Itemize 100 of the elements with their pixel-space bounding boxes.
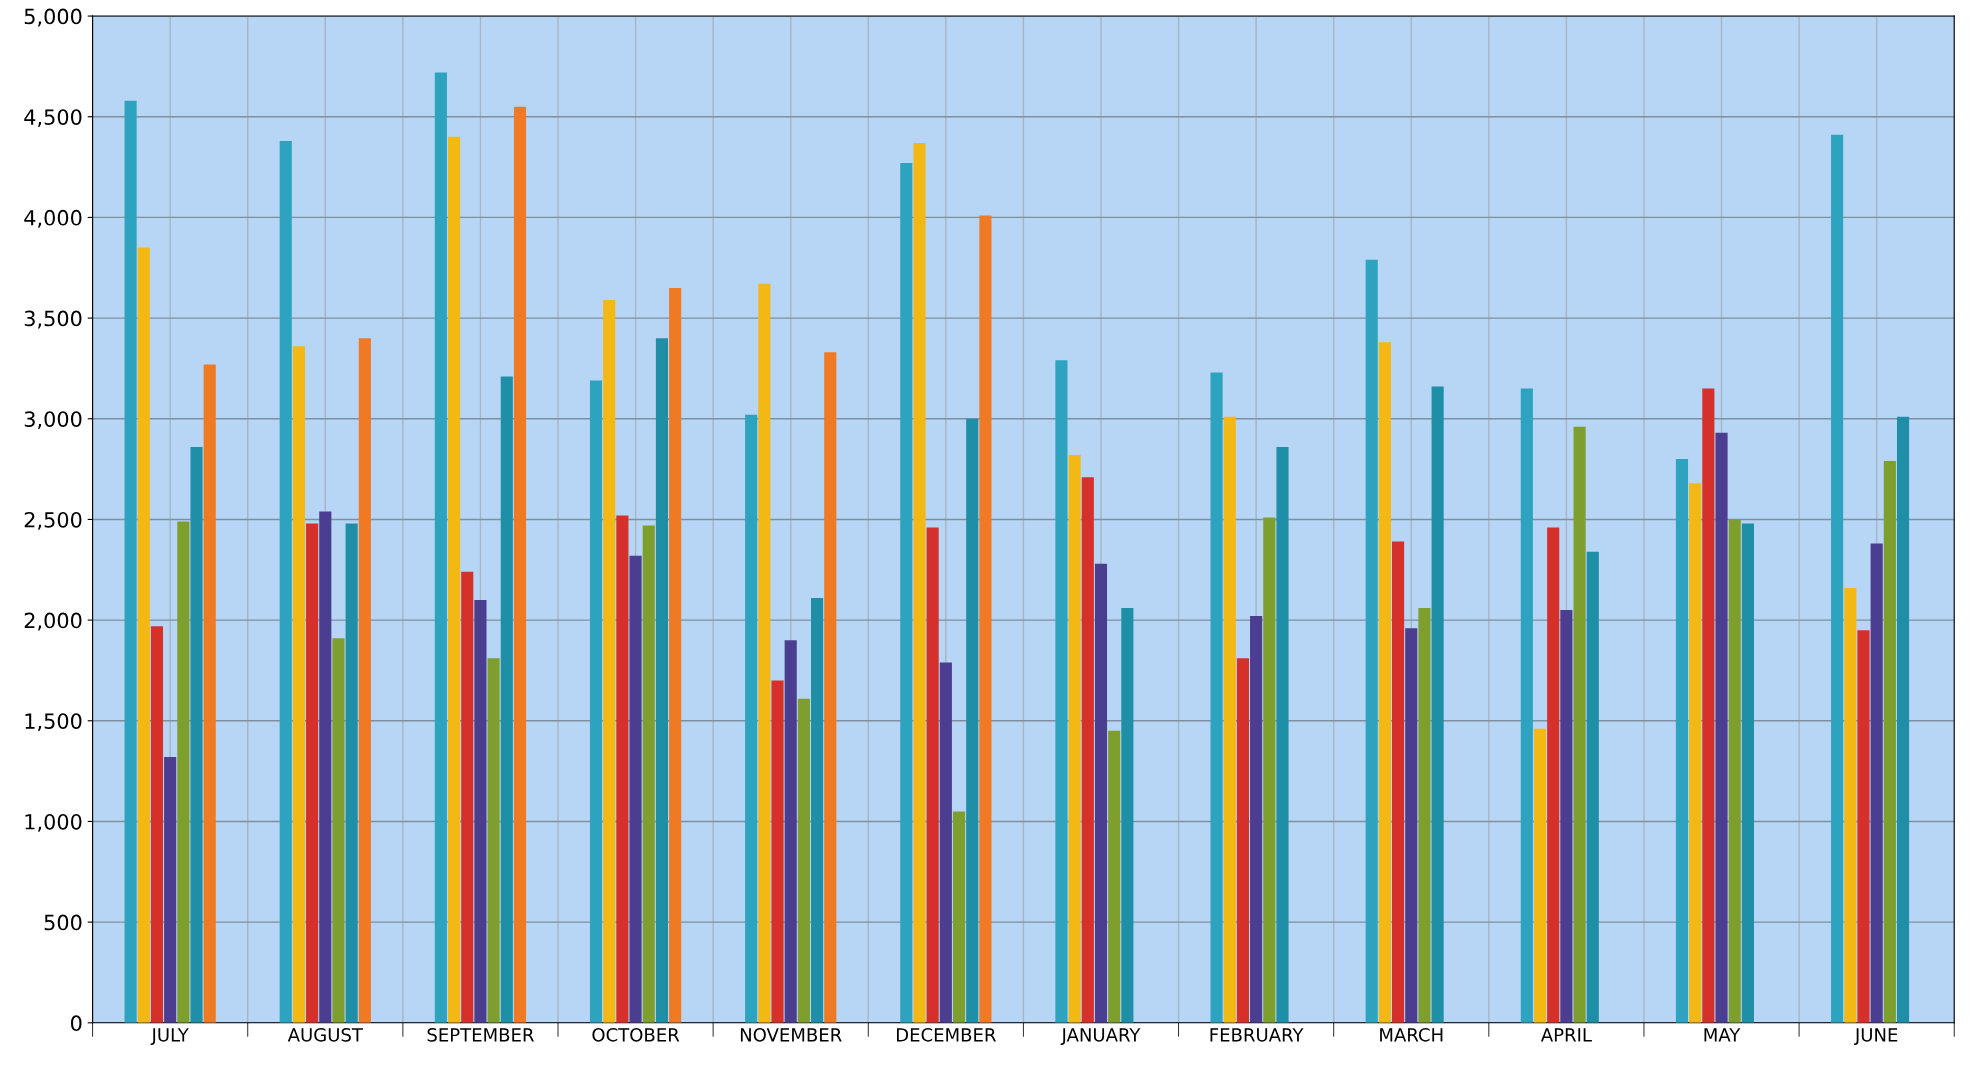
bar [603,299,616,1023]
y-tick-label: 2,500 [24,511,82,530]
bar [1108,730,1121,1023]
bar [1223,416,1236,1023]
bar [642,525,655,1023]
bar [461,571,474,1023]
bar [811,597,824,1023]
y-tick-label: 3,500 [24,310,82,329]
y-tick-label: 4,000 [24,209,82,228]
bar [1831,134,1844,1023]
bar [1533,728,1547,1023]
bar [900,163,913,1023]
y-tick-label: 4,500 [24,109,82,128]
x-tick-label: FEBRUARY [1210,1028,1304,1042]
bar [1210,372,1223,1023]
x-tick-label: JUNE [1854,1028,1898,1045]
bar [1702,388,1715,1023]
bar [358,338,371,1023]
bar [203,364,216,1023]
bar [1675,459,1689,1023]
bar [669,287,682,1023]
bar [487,658,500,1023]
y-tick-label: 3,000 [24,411,82,430]
bar [434,72,447,1023]
bar [1883,461,1896,1023]
x-tick-label: NOVEMBER [740,1027,842,1042]
y-tick-label: 0 [70,1015,82,1032]
bar [1392,541,1405,1023]
bar [1741,523,1754,1023]
bar [1378,342,1391,1023]
x-tick-label: JULY [150,1028,189,1045]
bar [952,811,966,1023]
bar [1236,658,1249,1023]
x-tick-label: APRIL [1540,1028,1592,1042]
x-tick-label: OCTOBER [592,1027,680,1042]
x-tick-label: JANUARY [1060,1028,1141,1045]
bar [1857,630,1870,1023]
bar [979,215,992,1023]
bar [1094,563,1108,1023]
bar [164,757,177,1023]
bar [926,527,939,1023]
bar [1250,616,1263,1023]
x-tick-label: SEPTEMBER [427,1027,534,1042]
bar [1365,259,1378,1023]
bar [824,352,837,1023]
bar [1068,455,1081,1023]
bar [124,100,137,1023]
bar [745,414,758,1023]
bar [1405,628,1418,1023]
bar [1520,388,1533,1023]
bar [500,376,513,1023]
bar [190,446,203,1023]
bar [1728,519,1741,1023]
bar [279,140,292,1023]
bar [474,599,487,1023]
bar [137,247,150,1023]
x-tick-label: AUGUST [287,1027,363,1042]
bar [1547,527,1560,1023]
bar [1870,543,1883,1023]
bar [1055,360,1068,1023]
bar [966,418,979,1023]
bar [177,521,190,1023]
bar [913,142,926,1023]
bar [150,626,164,1023]
bar [513,106,527,1023]
y-tick-label: 5,000 [24,8,82,27]
bar [758,283,771,1023]
bar [1715,432,1728,1023]
bar [589,380,603,1023]
bar [319,511,332,1023]
bar [655,338,669,1023]
x-tick-label: MAY [1704,1028,1741,1042]
bar [1081,477,1094,1023]
bar [1418,608,1431,1023]
y-tick-label: 1,000 [25,813,82,832]
bar [1844,587,1857,1023]
x-tick-label: MARCH [1380,1027,1443,1042]
y-tick-label: 1,500 [25,713,82,732]
bar [1121,608,1134,1023]
bar [629,555,642,1023]
bar [616,515,629,1023]
y-tick-label: 2,000 [24,612,82,631]
bar [292,346,305,1023]
bar [1263,517,1276,1023]
bar [306,523,319,1023]
bar [784,640,797,1023]
bar [771,680,784,1023]
bar [1560,610,1573,1023]
bar [797,698,810,1023]
bar [939,662,952,1023]
bar [345,523,358,1023]
x-tick-label: DECEMBER [896,1027,996,1042]
bar [1276,446,1289,1023]
y-tick-label: 500 [44,914,82,931]
bar [1573,426,1586,1023]
bar [447,136,461,1023]
bar [1586,551,1599,1023]
bar [332,638,345,1023]
bar [1896,416,1910,1023]
bar [1431,386,1444,1023]
